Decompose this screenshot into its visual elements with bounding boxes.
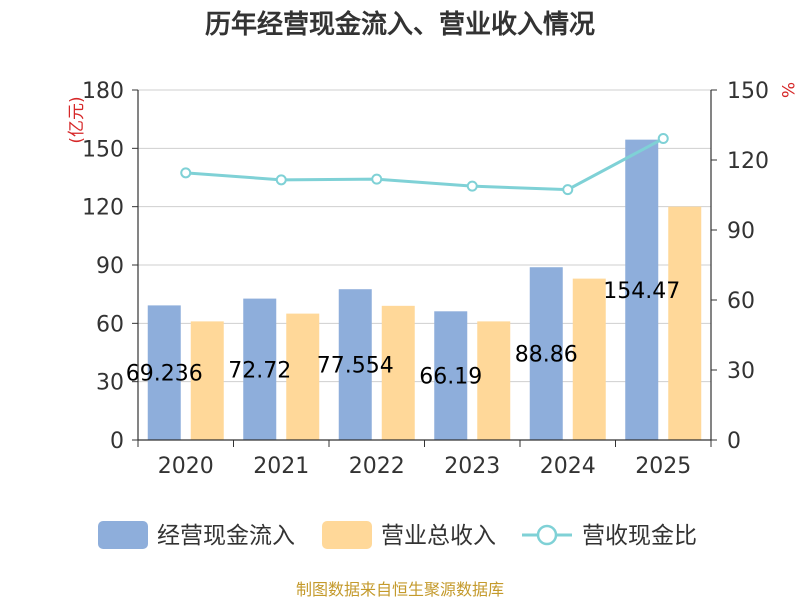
data-label-2023: 66.19 [419,365,482,390]
legend-label-revenue: 营业总收入 [381,523,496,549]
legend: 经营现金流入 营业总收入 营收现金比 [98,521,697,549]
right-tick-label: 60 [727,289,755,314]
bars [147,139,702,440]
ratio-point-2024 [562,184,574,196]
gridlines [138,89,711,383]
legend-swatch-marker [536,524,558,546]
data-label-2022: 77.554 [317,354,394,379]
legend-swatch-revenue [322,521,372,549]
x-tick-label: 2023 [444,454,500,479]
x-tick-label: 2021 [253,454,309,479]
bar-revenue-2023 [477,321,511,440]
right-tick-label: 90 [727,219,755,244]
left-tick-label: 150 [82,137,124,162]
legend-label-ratio: 营收现金比 [582,523,697,549]
left-tick-label: 120 [82,196,124,221]
ratio-line [180,133,669,196]
bar-revenue-2022 [381,305,415,440]
bar-cash-inflow-2024 [529,267,563,440]
data-label-2024: 88.86 [515,343,578,368]
axes [132,89,717,447]
data-label-2020: 69.236 [126,362,203,387]
ratio-point-2021 [275,174,287,186]
data-labels: 69.236 72.72 77.554 66.19 88.86 154.47 [126,279,680,390]
x-tick-label: 2022 [349,454,405,479]
left-tick-label: 90 [96,254,124,279]
right-tick-label: 150 [727,79,769,104]
chart-title: 历年经营现金流入、营业收入情况 [205,9,595,40]
ratio-point-2025 [657,133,669,145]
bar-revenue-2021 [286,313,320,440]
x-tick-label: 2024 [540,454,596,479]
ratio-point-2022 [371,173,383,185]
right-tick-label: 0 [727,429,741,454]
x-tick-label: 2025 [635,454,691,479]
ratio-point-2023 [466,180,478,192]
ratio-line-path [185,137,664,192]
bar-cash-inflow-2025 [625,139,659,440]
ratio-point-2020 [180,167,192,179]
tick-labels: 0 30 60 90 120 150 180 0 30 60 90 120 150 2020 2021 202… [82,79,769,479]
bar-cash-inflow-2021 [243,298,277,440]
bar-cash-inflow-2020 [147,305,181,440]
data-label-2025: 154.47 [603,279,680,304]
bar-cash-inflow-2023 [434,311,468,440]
left-tick-label: 60 [96,312,124,337]
bar-cash-inflow-2022 [338,289,372,440]
right-axis-unit: % [777,82,797,98]
right-tick-label: 30 [727,359,755,384]
left-tick-label: 30 [96,371,124,396]
bar-revenue-2020 [190,321,224,440]
legend-swatch-cash-inflow [98,521,148,549]
left-tick-label: 0 [110,429,124,454]
left-axis-unit: (亿元) [67,96,87,143]
bar-revenue-2024 [572,278,606,440]
data-label-2021: 72.72 [228,358,291,383]
left-tick-label: 180 [82,79,124,104]
right-tick-label: 120 [727,149,769,174]
legend-label-cash-inflow: 经营现金流入 [157,523,295,549]
x-tick-label: 2020 [158,454,214,479]
bar-revenue-2025 [668,206,702,440]
source-note: 制图数据来自恒生聚源数据库 [296,580,504,599]
